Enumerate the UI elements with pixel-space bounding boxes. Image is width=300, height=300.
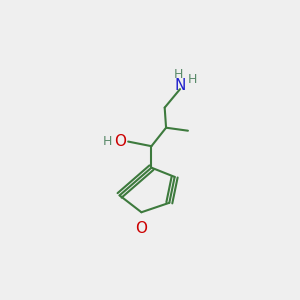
Text: O: O <box>135 221 147 236</box>
Text: H: H <box>103 135 112 148</box>
Text: N: N <box>174 78 186 93</box>
Text: O: O <box>114 134 126 148</box>
Text: H: H <box>188 74 197 86</box>
Text: H: H <box>173 68 183 81</box>
